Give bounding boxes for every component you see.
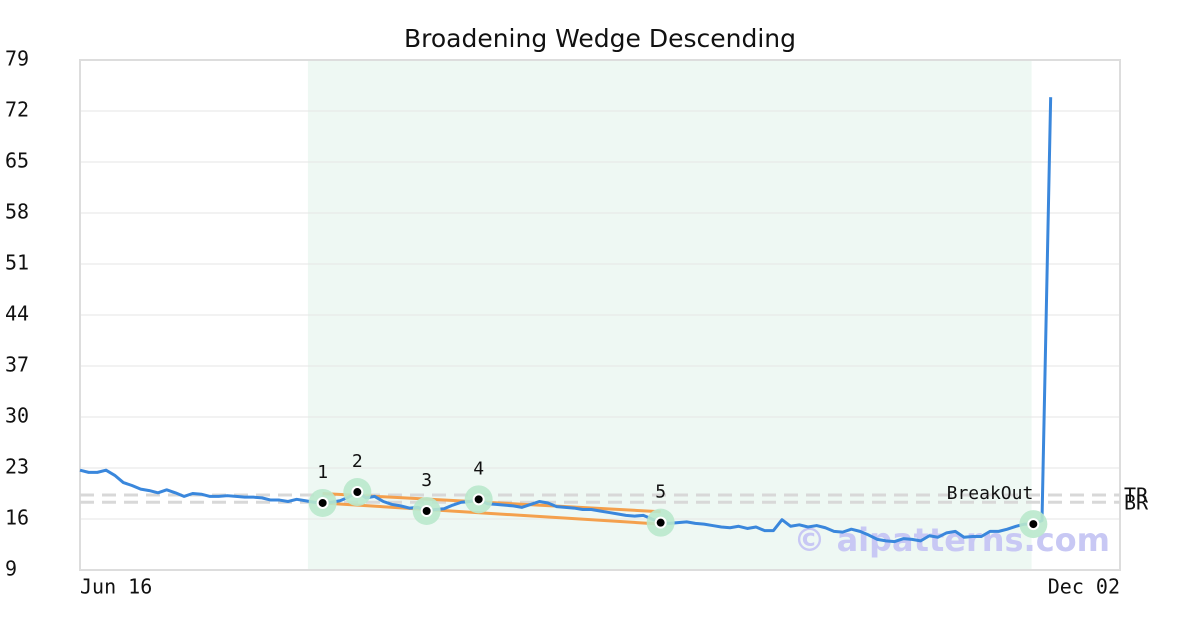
y-tick-label: 30: [5, 404, 29, 428]
point-label: 2: [352, 451, 363, 472]
level-label: BR: [1124, 491, 1149, 515]
level-label: TR: [1124, 483, 1149, 507]
y-tick-label: 58: [5, 200, 29, 224]
point-label: 1: [317, 462, 328, 483]
point-label: 3: [421, 470, 432, 491]
y-tick-label: 44: [5, 302, 29, 326]
trend-line: [322, 501, 661, 526]
price-line: [79, 97, 1053, 544]
plot-border: [79, 59, 1121, 571]
y-tick-label: 65: [5, 149, 29, 173]
point-label: BreakOut: [947, 483, 1034, 504]
watermark: © aipatterns.com: [793, 521, 1110, 559]
pattern-point: [1027, 518, 1040, 531]
y-tick-label: 23: [5, 455, 29, 479]
pattern-point: [316, 496, 329, 509]
point-label: 4: [473, 458, 484, 479]
point-label: 5: [655, 482, 666, 503]
y-tick-label: 79: [5, 47, 29, 71]
pattern-point: [420, 504, 433, 517]
y-tick-label: 51: [5, 251, 29, 275]
pattern-point: [351, 486, 364, 499]
y-tick-label: 37: [5, 353, 29, 377]
x-tick-label: Dec 02: [1048, 575, 1120, 599]
pattern-point: [654, 516, 667, 529]
y-tick-label: 16: [5, 506, 29, 530]
pattern-point: [472, 493, 485, 506]
y-tick-label: 9: [5, 557, 17, 581]
chart-title: Broadening Wedge Descending: [404, 24, 796, 53]
x-tick-label: Jun 16: [80, 575, 152, 599]
y-tick-label: 72: [5, 98, 29, 122]
